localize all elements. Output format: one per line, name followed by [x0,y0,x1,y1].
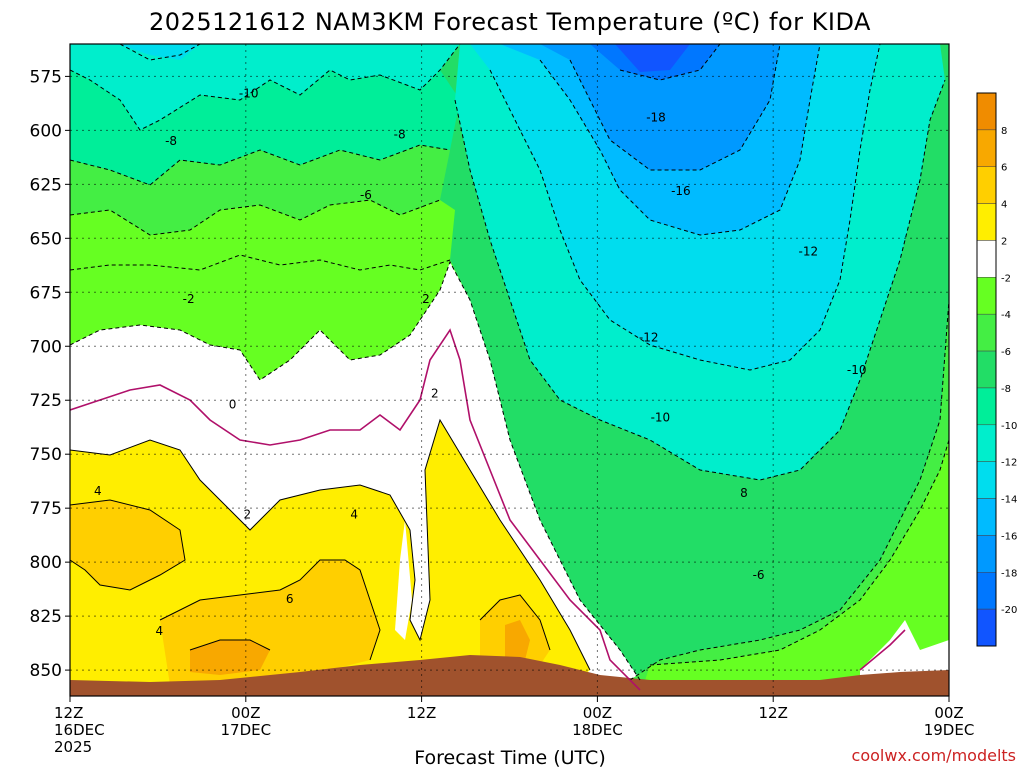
x-tick-label: 12Z [407,704,436,722]
colorbar-swatch [976,313,997,352]
colorbar-swatch [976,92,997,131]
y-tick-label: 800 [30,553,62,573]
x-tick-label: 16DEC [54,721,105,739]
colorbar-label: 8 [1001,126,1007,137]
colorbar-swatch [976,535,997,573]
contour-label: -2 [183,292,195,306]
contour-label: 2 [431,387,439,401]
x-tick-label: 17DEC [221,721,272,739]
y-tick-label: 650 [30,229,62,249]
colorbar-swatch [976,203,997,241]
colorbar-label: 2 [1001,236,1007,247]
plot-frame [69,43,950,697]
colorbar-legend: 8 6 4 2 -2 -4 -6 -8 -10 -12 -14 -16 -18 -20 [976,92,1017,647]
y-tick-label: 625 [30,175,62,195]
contour-labels: -10 -8 -8 -6 -2 2 0 2 4 2 4 6 4 -18 -16 -12 -12 -10 -10 8 -6 [94,87,866,639]
contour-label: -12 [799,244,819,258]
colorbar-label: -20 [1001,605,1017,616]
y-tick-label: 750 [30,445,62,465]
x-tick-label: 18DEC [572,721,623,739]
x-tick-label: 00Z [583,704,612,722]
colorbar-swatch [976,129,997,167]
chart-title: 2025121612 NAM3KM Forecast Temperature (… [149,8,871,36]
contour-label: 8 [740,486,748,500]
colorbar-label: -6 [1001,347,1011,358]
contour-label: 0 [229,398,237,412]
contour-label: 4 [350,508,358,522]
contour-label: 4 [156,624,164,638]
y-tick-label: 725 [30,391,62,411]
colorbar-swatch [976,166,997,204]
contour-label: -6 [753,568,765,582]
contour-label: -10 [847,363,867,377]
contour-label: -12 [639,331,659,345]
y-tick-label: 825 [30,607,62,627]
contour-label: 4 [94,484,102,498]
contour-label: -16 [671,184,691,198]
y-tick-label: 700 [30,337,62,357]
y-tick-label: 775 [30,499,62,519]
colorbar-swatch [976,498,997,536]
contour-lines [70,44,949,681]
contour-label: 2 [243,508,251,522]
colorbar-label: -8 [1001,384,1011,395]
x-tick-label: 12Z [759,704,788,722]
colorbar-label: -10 [1001,421,1017,432]
colorbar-label: -4 [1001,310,1011,321]
contour-label: 2 [422,292,430,306]
colorbar-swatch [976,572,997,610]
colorbar-label: 6 [1001,163,1007,174]
colorbar-swatch [976,387,997,426]
colorbar-swatch [976,240,997,278]
colorbar-swatch [976,608,997,647]
colorbar-swatch [976,277,997,315]
x-axis-title: Forecast Time (UTC) [414,747,605,768]
x-tick-label: 19DEC [924,721,975,739]
colorbar-label: 4 [1001,200,1007,211]
contour-label: -18 [646,110,666,124]
credit-text: coolwx.com/modelts [852,746,1016,765]
colorbar-label: -12 [1001,458,1017,469]
colorbar-swatch [976,424,997,462]
contour-label: -8 [165,134,177,148]
x-tick-label: 2025 [54,738,92,756]
y-axis: 575 600 625 650 675 700 725 750 775 800 825 850 [30,67,70,681]
contour-label: -10 [651,410,671,424]
y-tick-label: 675 [30,283,62,303]
y-tick-label: 575 [30,67,62,87]
colorbar-label: -14 [1001,495,1017,506]
x-tick-label: 00Z [934,704,963,722]
colorbar-label: -16 [1001,531,1017,542]
colorbar-swatch [976,350,997,389]
contour-label: 6 [286,592,294,606]
x-tick-label: 12Z [54,704,83,722]
y-tick-label: 850 [30,661,62,681]
colorbar-label: -18 [1001,568,1017,579]
x-tick-label: 00Z [231,704,260,722]
temperature-field [70,44,949,696]
contour-label: -6 [360,188,372,202]
colorbar-swatch [976,461,997,499]
contour-label: -10 [239,87,259,101]
contour-label: -8 [394,128,406,142]
colorbar-frame [976,92,997,647]
colorbar-label: -2 [1001,273,1011,284]
y-tick-label: 600 [30,121,62,141]
